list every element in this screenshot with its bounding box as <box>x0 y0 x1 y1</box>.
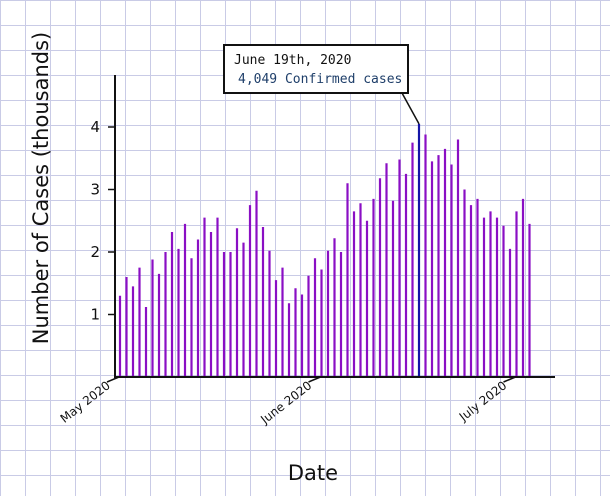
bar <box>417 123 421 377</box>
bar <box>235 228 239 377</box>
bar <box>508 248 512 377</box>
bar <box>482 217 486 377</box>
x-ticks-group: May 2020 June 2020 July 2020 <box>58 376 516 427</box>
x-tick-label: May 2020 <box>58 378 113 425</box>
bar <box>489 211 492 377</box>
x-tick-mark <box>503 376 516 383</box>
bar <box>281 267 284 377</box>
y-axis-label: Number of Cases (thousands) <box>29 32 53 344</box>
annotation-leader <box>401 92 420 125</box>
bar <box>404 173 408 377</box>
bar <box>268 250 271 377</box>
bar <box>229 252 232 377</box>
annotation-value: 4,049 Confirmed cases <box>238 72 402 87</box>
bar <box>450 164 453 377</box>
bar <box>177 248 180 377</box>
bar <box>196 239 200 377</box>
bar <box>469 205 473 377</box>
bar <box>209 232 213 377</box>
y-tick-label: 4 <box>90 118 100 136</box>
bar <box>398 159 401 377</box>
bar <box>333 238 336 377</box>
bar <box>125 277 128 377</box>
bar <box>294 288 297 377</box>
bar <box>463 189 466 377</box>
bar <box>424 134 427 377</box>
x-tick-mark <box>308 376 321 383</box>
bar <box>443 148 447 377</box>
x-tick-label: July 2020 <box>456 378 509 424</box>
bar <box>365 220 369 377</box>
bar <box>385 163 388 377</box>
y-tick-label: 1 <box>90 306 100 324</box>
annotation-date: June 19th, 2020 <box>234 53 351 68</box>
bar <box>157 273 161 377</box>
bar <box>300 294 304 377</box>
bar <box>138 267 141 377</box>
bar <box>495 217 499 377</box>
bar <box>411 142 414 377</box>
bar <box>339 252 343 377</box>
x-tick-mark <box>106 376 120 383</box>
bar <box>391 200 395 377</box>
bar <box>307 275 310 377</box>
bar <box>164 252 167 377</box>
bar <box>456 139 460 377</box>
bar <box>222 252 226 377</box>
bar <box>216 217 219 377</box>
bar <box>430 161 434 377</box>
annotation: June 19th, 2020 4,049 Confirmed cases <box>223 44 420 125</box>
bar <box>528 223 531 377</box>
bar <box>144 307 148 377</box>
bar <box>502 225 505 377</box>
bar <box>118 295 122 377</box>
bar <box>313 258 317 377</box>
bar <box>515 211 518 377</box>
bar <box>326 250 330 377</box>
bar <box>346 183 349 377</box>
bar <box>378 178 382 377</box>
bar <box>255 190 258 377</box>
y-tick-label: 2 <box>90 243 100 261</box>
bar <box>203 217 206 377</box>
bar <box>242 242 245 377</box>
bar <box>261 227 265 377</box>
x-axis-label: Date <box>288 461 338 485</box>
bar <box>476 198 479 377</box>
y-ticks-group: 1 2 3 4 <box>90 118 116 324</box>
bar <box>359 203 362 377</box>
bar <box>372 198 375 377</box>
bar <box>248 205 252 377</box>
bar <box>437 155 440 377</box>
bar <box>274 280 278 377</box>
y-tick-label: 3 <box>90 181 100 199</box>
bar <box>287 303 291 377</box>
bars-group <box>118 123 531 377</box>
bar <box>151 259 154 377</box>
x-tick-label: June 2020 <box>257 378 314 427</box>
annotation-box <box>223 44 409 94</box>
bar <box>521 198 525 377</box>
bar <box>320 269 323 377</box>
bar <box>352 211 356 377</box>
bar <box>183 223 187 377</box>
bar <box>131 286 135 377</box>
bar <box>190 258 193 377</box>
bar <box>170 232 174 377</box>
